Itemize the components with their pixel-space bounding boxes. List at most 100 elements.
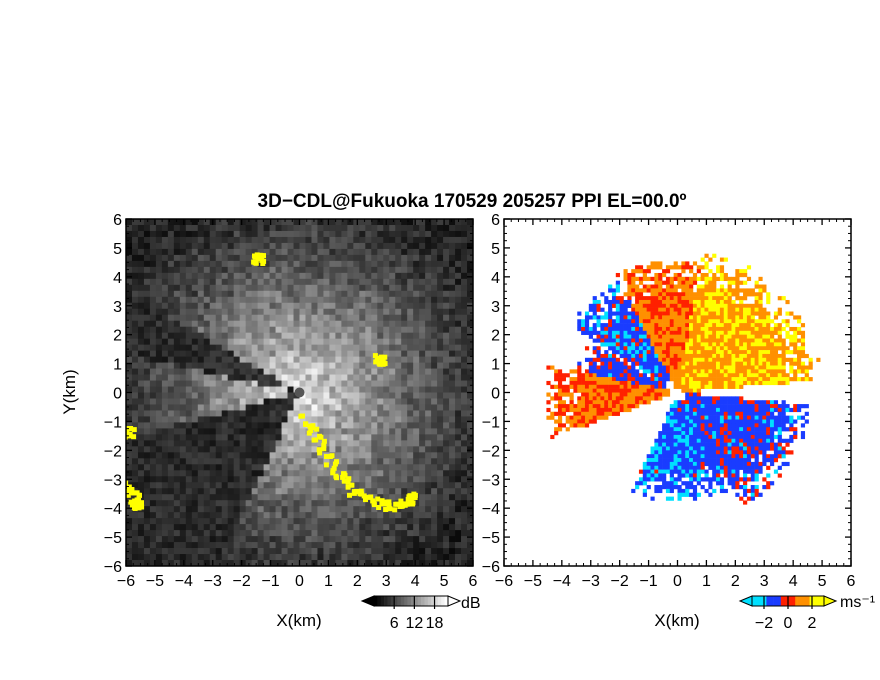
highlight-pixel [334,459,339,465]
highlight-pixel [323,462,329,468]
highlight-pixel [408,493,414,499]
highlight-pixel [404,501,410,507]
highlight-pixel [126,432,129,438]
highlight-pixel [253,260,259,266]
reflectivity-colorbar-tick-label: 12 [405,615,423,632]
highlight-pixel [128,499,134,505]
highlight-pixel [347,492,352,498]
highlight-pixel [363,497,368,503]
highlight-pixel [330,468,336,474]
highlight-pixel [386,502,392,508]
reflectivity-x-tick-label: 3 [382,573,391,590]
reflectivity-colorbar: 6 12 18 [360,595,462,632]
highlight-pixel [372,353,378,359]
highlight-pixel [359,491,365,497]
velocity-x-tick-label: 1 [702,573,711,590]
highlight-pixel [321,446,327,452]
velocity-y-tick-label: 5 [491,241,500,258]
highlight-pixel [412,492,418,498]
velocity-x-tick-label: 4 [789,573,798,590]
highlight-pixel [380,361,386,367]
highlight-pixel [382,354,388,360]
velocity-y-tick-label: −1 [482,414,500,431]
reflectivity-x-tick-label: −6 [117,573,135,590]
reflectivity-y-tick-label: 2 [113,328,122,345]
highlight-pixel [387,506,393,512]
reflectivity-y-tick-label: −3 [104,472,122,489]
highlight-pixel [368,494,374,500]
reflectivity-y-tick-label: 4 [113,270,122,287]
reflectivity-x-tick-label: 4 [411,573,420,590]
highlight-pixel [126,480,129,486]
highlight-pixel [131,490,137,496]
reflectivity-x-axis-label: X(km) [276,611,321,630]
highlight-pixel [129,487,135,492]
highlight-pixel [342,472,348,478]
highlight-pixel [383,507,389,512]
highlight-pixel [136,492,142,498]
velocity-x-tick-label: −5 [524,573,542,590]
reflectivity-y-tick-label: −5 [104,530,122,547]
highlight-pixel [375,496,381,502]
highlight-pixel [318,434,324,440]
velocity-x-tick-label: −3 [582,573,600,590]
highlight-pixel [377,361,383,367]
velocity-x-tick-label: 0 [673,573,682,590]
highlight-pixel [139,500,144,506]
chart-title: 3D−CDL@Fukuoka 170529 205257 PPI EL=00.0… [258,191,687,212]
highlight-pixel [392,507,398,513]
reflectivity-image [126,219,473,566]
velocity-y-tick-label: 6 [491,212,500,229]
highlight-pixel [308,428,314,433]
reflectivity-y-tick-label: −4 [104,501,122,518]
reflectivity-y-tick-label: −1 [104,414,122,431]
highlight-pixel [321,438,327,444]
highlight-pixel [259,257,265,263]
velocity-x-tick-label: −1 [639,573,657,590]
velocity-x-tick-label: 2 [731,573,740,590]
highlight-pixel [126,484,132,490]
radar-site-marker [294,387,305,398]
highlight-overlay [126,252,418,513]
reflectivity-y-tick-label: −2 [104,443,122,460]
highlight-pixel [131,434,137,440]
highlight-pixel [346,476,352,482]
reflectivity-x-tick-label: 2 [353,573,362,590]
reflectivity-y-axis-label: Y(km) [60,369,79,414]
highlight-pixel [324,454,329,459]
highlight-pixel [317,450,323,456]
highlight-pixel [376,505,382,510]
highlight-pixel [126,430,130,436]
highlight-pixel [398,498,404,504]
highlight-pixel [358,488,364,494]
velocity-image [546,253,821,505]
reflectivity-x-tick-label: 1 [324,573,333,590]
reflectivity-y-tick-label: 6 [113,212,122,229]
velocity-colorbar-tick-label: 2 [808,615,817,632]
highlight-pixel [361,493,367,499]
velocity-axis-ticks: −6 6 −5 5 −4 4 −3 3 −2 2 −1 1 0 0 1 −1 2 −2 3 −3 4 −4 5 −5 6 −6 [482,212,856,590]
highlight-pixel [303,421,308,427]
highlight-pixel [310,423,316,429]
highlight-pixel [255,256,261,262]
velocity-x-axis-label: X(km) [654,611,699,630]
reflectivity-axis-ticks: −6 6 −5 5 −4 4 −3 3 −2 2 −1 1 0 0 1 −1 2 −2 3 −3 4 −4 5 −5 6 −6 [104,212,478,590]
velocity-y-tick-label: −2 [482,443,500,460]
highlight-pixel [379,501,385,507]
highlight-pixel [132,506,138,511]
velocity-x-tick-label: −2 [611,573,629,590]
reflectivity-x-tick-label: 0 [295,573,304,590]
velocity-colorbar: −2 0 2 [738,595,838,632]
highlight-pixel [334,475,340,481]
reflectivity-colorbar-tick-label: 18 [426,615,444,632]
velocity-y-tick-label: 1 [491,357,500,374]
highlight-pixel [298,413,304,419]
velocity-x-tick-label: 3 [760,573,769,590]
velocity-panel: −6 6 −5 5 −4 4 −3 3 −2 2 −1 1 0 0 1 −1 2 −2 3 −3 4 −4 5 −5 6 −6 X… [482,212,875,632]
highlight-pixel [126,489,132,495]
highlight-pixel [410,500,416,506]
highlight-pixel [136,498,142,503]
reflectivity-colorbar-tick-label: 6 [390,615,399,632]
highlight-pixel [349,482,355,488]
